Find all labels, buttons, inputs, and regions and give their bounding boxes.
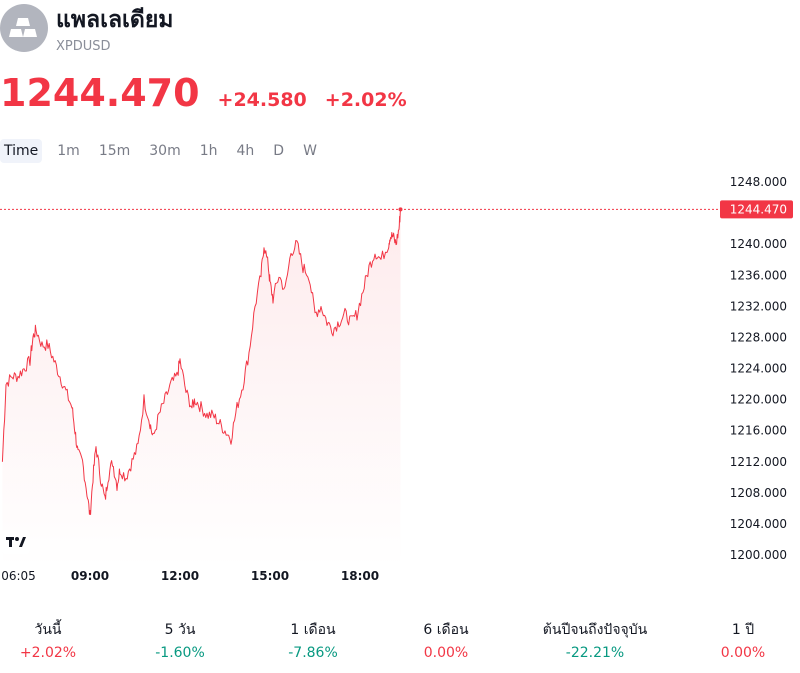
y-tick-label: 1200.000 — [730, 548, 787, 562]
last-price-point — [398, 207, 403, 212]
y-tick-label: 1212.000 — [730, 455, 787, 469]
perf-value: +2.02% — [19, 645, 77, 661]
tab-1h[interactable]: 1h — [199, 143, 218, 159]
perf-1-year[interactable]: 1 ปี 0.00% — [673, 620, 800, 664]
perf-today[interactable]: วันนี้ +2.02% — [0, 620, 118, 664]
y-tick-label: 1224.000 — [730, 362, 787, 376]
symbol-title: แพลเลเดียม — [56, 7, 174, 33]
perf-label: ต้นปีจนถึงปัจจุบัน — [542, 622, 648, 638]
perf-label: 1 ปี — [731, 622, 755, 638]
tradingview-logo-icon[interactable] — [2, 530, 30, 554]
perf-ytd[interactable]: ต้นปีจนถึงปัจจุบัน -22.21% — [525, 620, 665, 664]
perf-label: วันนี้ — [34, 622, 62, 638]
y-tick-label: 1208.000 — [730, 486, 787, 500]
tab-1m[interactable]: 1m — [57, 143, 80, 159]
x-tick-label: 15:00 — [251, 569, 289, 583]
tab-d[interactable]: D — [273, 143, 285, 159]
y-tick-label: 1240.000 — [730, 237, 787, 251]
price-change: +24.580 — [217, 89, 307, 111]
last-price-badge — [720, 200, 793, 219]
price-area-fill — [2, 209, 401, 568]
tab-time[interactable]: Time — [0, 139, 43, 163]
tab-30m[interactable]: 30m — [149, 143, 181, 159]
performance-bar: วันนี้ +2.02% 5 วัน -1.60% 1 เดือน -7.86… — [0, 612, 800, 672]
interval-tabs: Time 1m 15m 30m 1h 4h D W — [0, 138, 332, 164]
x-tick-label: 18:00 — [341, 569, 379, 583]
y-tick-label: 1216.000 — [730, 424, 787, 438]
symbol-ticker: XPDUSD — [56, 39, 111, 54]
last-price: 1244.470 — [0, 71, 200, 115]
perf-value: -1.60% — [155, 645, 205, 661]
y-tick-label: 1248.000 — [730, 175, 787, 189]
tab-15m[interactable]: 15m — [98, 143, 131, 159]
tab-4h[interactable]: 4h — [236, 143, 255, 159]
price-chart[interactable]: 1248.000 1240.000 1236.000 1232.000 1228.000… — [0, 168, 800, 588]
perf-5-days[interactable]: 5 วัน -1.60% — [110, 620, 250, 664]
x-tick-label: 06:05 — [1, 569, 36, 583]
perf-value: -7.86% — [288, 645, 338, 661]
perf-label: 1 เดือน — [290, 622, 336, 638]
price-series-line — [1, 209, 401, 515]
perf-label: 5 วัน — [164, 622, 196, 638]
header: แพลเลเดียม XPDUSD — [0, 0, 800, 60]
quote-row: 1244.470 +24.580 +2.02% — [0, 70, 407, 116]
tab-w[interactable]: W — [303, 143, 317, 159]
perf-value: 0.00% — [720, 645, 766, 661]
perf-value: -22.21% — [565, 645, 625, 661]
y-tick-label: 1236.000 — [730, 268, 787, 282]
x-tick-label: 09:00 — [71, 569, 109, 583]
price-change-percent: +2.02% — [324, 89, 407, 111]
y-tick-label: 1204.000 — [730, 517, 787, 531]
last-price-badge-label: 1244.470 — [730, 202, 787, 216]
x-tick-label: 12:00 — [161, 569, 199, 583]
perf-1-month[interactable]: 1 เดือน -7.86% — [243, 620, 383, 664]
y-tick-label: 1232.000 — [730, 299, 787, 313]
perf-value: 0.00% — [423, 645, 469, 661]
y-tick-label: 1220.000 — [730, 393, 787, 407]
gold-bars-icon — [0, 4, 48, 52]
y-tick-label: 1228.000 — [730, 330, 787, 344]
perf-6-months[interactable]: 6 เดือน 0.00% — [376, 620, 516, 664]
perf-label: 6 เดือน — [423, 622, 469, 638]
